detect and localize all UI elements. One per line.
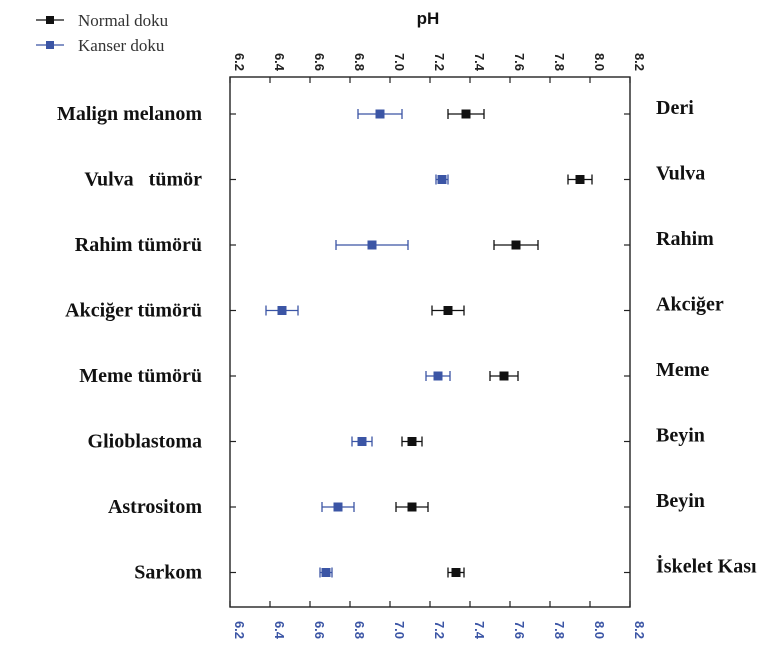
x-tick-label-bottom: 7.6 (512, 621, 527, 639)
point-normal (407, 437, 417, 446)
point-normal (461, 109, 471, 119)
x-tick-label-bottom: 6.2 (232, 621, 247, 639)
x-tick-label-top: 7.4 (472, 53, 487, 72)
errorbar-cancer (351, 436, 373, 447)
errorbar-cancer (425, 371, 451, 381)
point-cancer (367, 240, 377, 250)
x-tick-label-bottom: 6.4 (272, 621, 287, 640)
errorbar-normal (493, 240, 539, 250)
cancer-type-label: Vulva tümör (84, 169, 202, 191)
cancer-type-label: Astrositom (108, 496, 202, 518)
point-normal (451, 568, 461, 577)
x-tick-label-top: 7.8 (552, 53, 567, 71)
errorbar-normal (401, 436, 423, 447)
errorbar-cancer (357, 109, 403, 119)
cancer-type-label: Malign melanom (57, 103, 202, 125)
point-normal (407, 502, 417, 512)
x-tick-label-top: 6.4 (272, 53, 287, 72)
cancer-type-labels: Malign melanom Vulva tümör Rahim tümörü Akc… (57, 103, 236, 584)
point-normal (511, 240, 521, 250)
tissue-label: Vulva (656, 163, 705, 185)
legend-label-normal: Normal doku (78, 11, 169, 30)
errorbar-cancer (335, 240, 409, 250)
x-tick-label-top: 6.8 (352, 53, 367, 71)
tissue-label: İskelet Kası (656, 554, 757, 578)
point-cancer (375, 109, 385, 119)
x-tick-label-bottom: 7.2 (432, 621, 447, 639)
legend-item-cancer: Kanser doku (36, 36, 165, 55)
chart-title: pH (417, 9, 440, 28)
bottom-axis: 6.2 6.4 6.6 6.8 7.0 7.2 7.4 7.6 7.8 8.0 8.2 (229, 601, 647, 640)
errorbar-cancer (265, 305, 299, 316)
errorbar-normal (431, 305, 465, 316)
x-tick-label-top: 7.2 (432, 53, 447, 71)
errorbar-normal (567, 174, 593, 185)
cancer-type-label: Sarkom (134, 562, 202, 584)
point-cancer (321, 568, 331, 577)
x-tick-label-bottom: 6.6 (312, 621, 327, 639)
cancer-type-label: Rahim tümörü (75, 234, 202, 256)
point-cancer (433, 371, 443, 381)
legend-label-cancer: Kanser doku (78, 36, 165, 55)
point-cancer (333, 502, 343, 512)
tissue-label: Deri (656, 97, 694, 119)
point-normal (443, 306, 453, 315)
tissue-label: Akciğer (656, 294, 724, 316)
top-axis: 6.2 6.4 6.6 6.8 7.0 7.2 7.4 7.6 7.8 8.0 8.2 (229, 53, 647, 83)
legend-item-normal: Normal doku (36, 11, 169, 30)
cancer-type-label: Meme tümörü (79, 365, 202, 387)
point-normal (499, 371, 509, 381)
errorbar-normal (489, 371, 519, 381)
errorbar-normal (447, 567, 465, 578)
tissue-label: Beyin (656, 490, 705, 512)
x-tick-label-top: 8.2 (632, 53, 647, 71)
x-tick-label-top: 6.2 (232, 53, 247, 71)
x-tick-label-bottom: 6.8 (352, 621, 367, 639)
x-tick-label-bottom: 8.2 (632, 621, 647, 639)
point-cancer (277, 306, 287, 315)
point-cancer (357, 437, 367, 446)
point-normal (575, 175, 585, 184)
cancer-type-label: Glioblastoma (88, 431, 202, 453)
errorbar-cancer (435, 174, 449, 185)
x-tick-label-top: 7.6 (512, 53, 527, 71)
errorbar-cancer (319, 567, 333, 578)
errorbar-normal (395, 502, 429, 512)
errorbar-cancer (321, 502, 355, 512)
tissue-label: Meme (656, 359, 709, 381)
x-tick-label-top: 7.0 (392, 53, 407, 71)
tissue-label: Beyin (656, 425, 705, 447)
legend: Normal doku Kanser doku (36, 11, 169, 55)
x-tick-label-bottom: 7.8 (552, 621, 567, 639)
data-marks (265, 109, 593, 578)
tissue-labels: Deri Vulva Rahim Akciğer Meme Beyin Beyin İskel… (624, 97, 757, 578)
point-cancer (437, 175, 447, 184)
x-tick-label-top: 8.0 (592, 53, 607, 71)
errorbar-normal (447, 109, 485, 119)
cancer-type-label: Akciğer tümörü (65, 300, 202, 322)
x-tick-label-bottom: 7.0 (392, 621, 407, 639)
plot-area (229, 76, 631, 608)
x-tick-label-bottom: 7.4 (472, 621, 487, 640)
x-tick-label-top: 6.6 (312, 53, 327, 71)
x-tick-label-bottom: 8.0 (592, 621, 607, 639)
tissue-label: Rahim (656, 228, 714, 250)
